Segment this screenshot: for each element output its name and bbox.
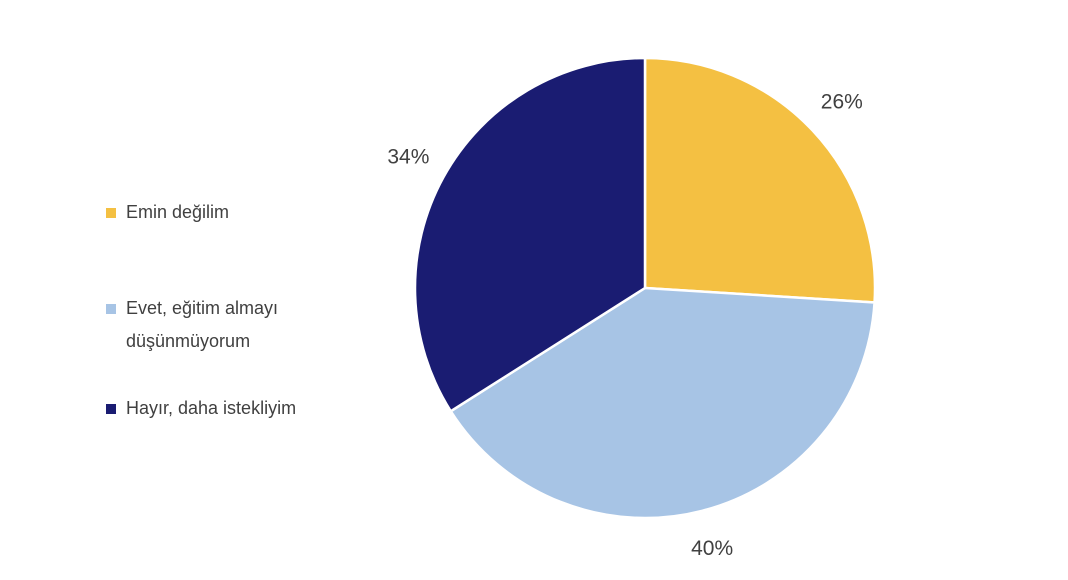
pie-slice [643, 56, 877, 304]
legend-label: Evet, eğitim almayı düşünmüyorum [126, 298, 279, 351]
data-label: 34% [387, 145, 429, 168]
legend-swatch [106, 208, 116, 218]
legend-label: Emin değilim [126, 202, 230, 222]
legend-swatch [106, 304, 116, 314]
legend-item: Evet, eğitim almayı düşünmüyorum [106, 292, 356, 358]
legend-label: Hayır, daha istekliyim [126, 398, 297, 418]
legend-swatch [106, 404, 116, 414]
legend-item: Emin değilim [106, 196, 356, 229]
data-label: 40% [691, 537, 733, 560]
legend-item: Hayır, daha istekliyim [106, 392, 356, 425]
data-label: 26% [821, 91, 863, 114]
pie-slice [413, 56, 647, 413]
